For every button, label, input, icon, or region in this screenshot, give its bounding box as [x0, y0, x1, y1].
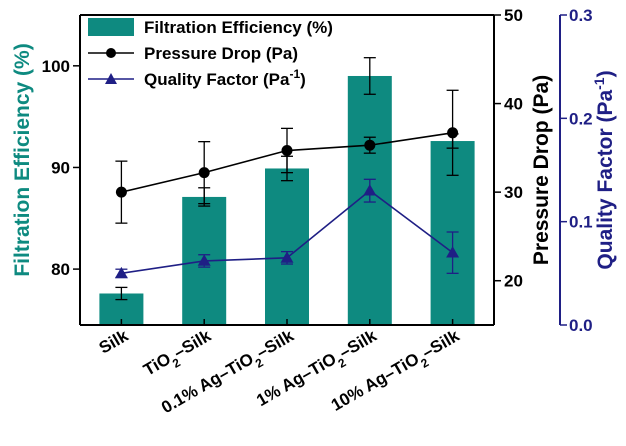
legend-label-3: Quality Factor (Pa-1)	[144, 67, 306, 89]
legend-quality-marker	[105, 73, 117, 84]
pressure-tick-label-30: 30	[504, 183, 523, 202]
quality-axis-title: Quality Factor (Pa-1)	[591, 70, 617, 269]
quality-tick-label-0.2: 0.2	[569, 109, 593, 128]
pressure-tick-label-20: 20	[504, 272, 523, 291]
left-tick-label-80: 80	[51, 260, 70, 279]
bar-3	[265, 168, 309, 325]
pressure-drop-point-2	[198, 167, 210, 179]
legend-pressure-marker	[106, 48, 116, 58]
legend: Filtration Efficiency (%) Pressure Drop (…	[88, 18, 333, 89]
axes-layer: 80 90 100 20 30 40 50 0.0 0.1 0.2 0.3 Filtration Ef…	[11, 6, 617, 335]
plot-frame	[79, 14, 561, 326]
quality-factor-point-3	[280, 251, 294, 263]
legend-label-2: Pressure Drop (Pa)	[144, 44, 298, 63]
left-axis-title: Filtration Efficiency (%)	[11, 43, 34, 276]
legend-bar-swatch	[88, 18, 134, 36]
quality-factor-point-2	[197, 254, 211, 266]
pressure-drop-point-1	[115, 186, 127, 198]
left-tick-label-90: 90	[51, 158, 70, 177]
category-label-1: Silk	[96, 326, 132, 358]
pressure-drop-point-3	[281, 145, 293, 157]
bars-layer	[99, 57, 475, 325]
quality-tick-label-0: 0.0	[569, 316, 593, 335]
pressure-drop-point-5	[447, 127, 459, 139]
pressure-drop-point-4	[364, 139, 376, 151]
pressure-axis-title: Pressure Drop (Pa)	[530, 75, 553, 265]
quality-factor-point-1	[114, 266, 128, 279]
quality-tick-label-0.1: 0.1	[569, 213, 593, 232]
quality-tick-label-0.3: 0.3	[569, 6, 593, 25]
quality-factor-point-4	[363, 184, 377, 196]
left-tick-label-100: 100	[42, 57, 70, 76]
legend-label-1: Filtration Efficiency (%)	[144, 18, 333, 37]
lines-layer	[114, 89, 460, 279]
pressure-tick-label-50: 50	[504, 6, 523, 25]
pressure-tick-label-40: 40	[504, 95, 523, 114]
quality-factor-point-5	[446, 246, 460, 258]
